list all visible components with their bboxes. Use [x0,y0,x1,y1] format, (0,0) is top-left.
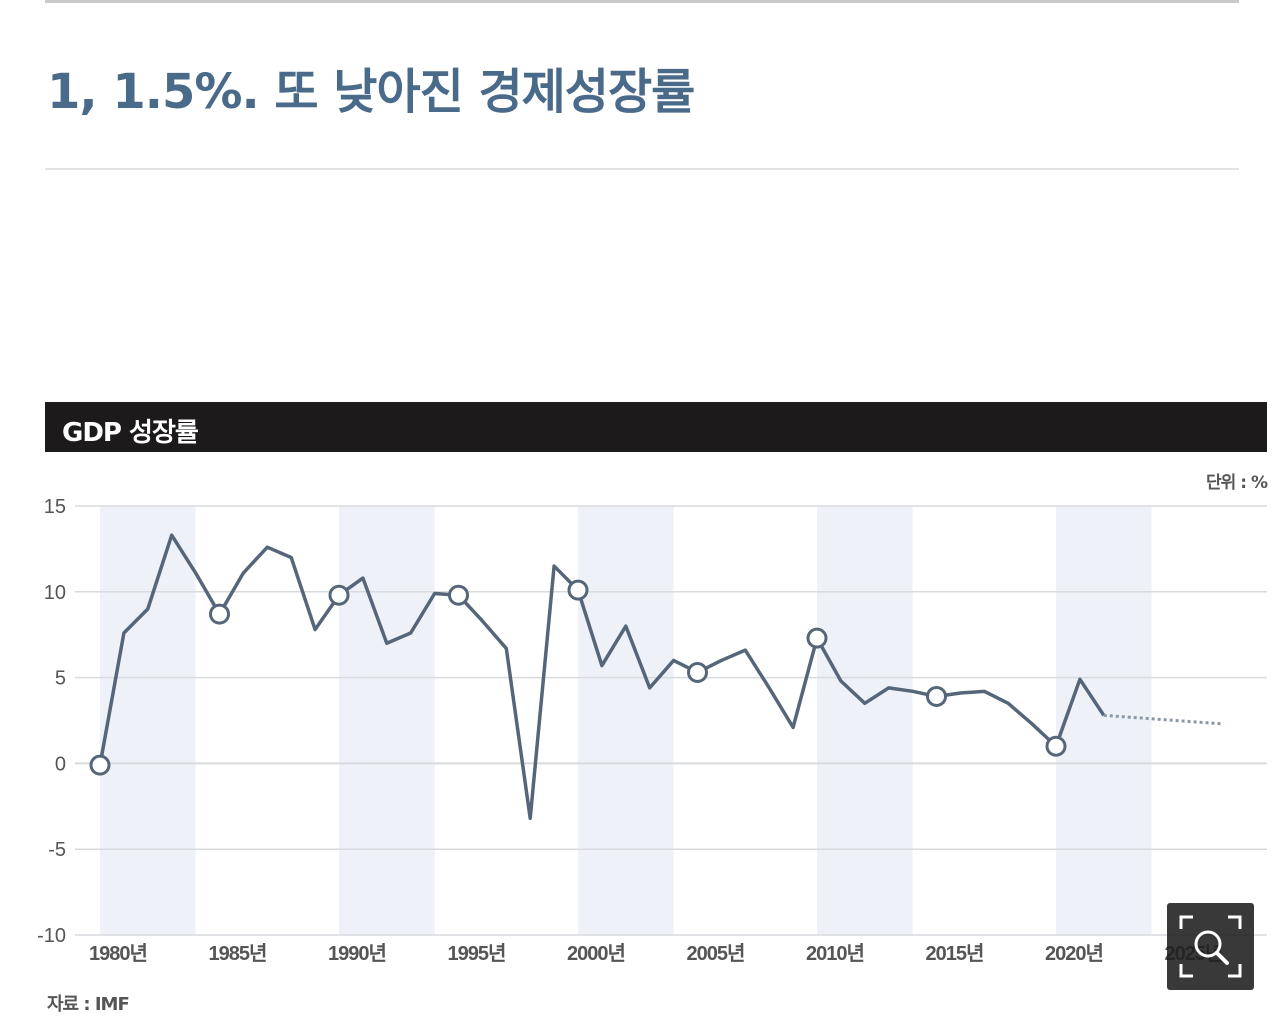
x-tick-label: 2015년 [926,942,984,965]
x-tick-label: 2005년 [687,942,745,965]
data-point-marker [448,584,469,606]
x-tick-label: 2010년 [806,942,864,965]
data-point-marker [567,579,589,601]
y-tick-label: 10 [44,582,66,604]
y-tick-label: 15 [44,496,66,518]
y-tick-label: 0 [55,753,66,775]
forecast-line [1103,713,1224,726]
data-point-marker [1045,735,1067,757]
page-title: 1, 1.5%. 또 낮아진 경제성장률 [47,64,695,120]
top-divider [45,0,1239,3]
zoom-button[interactable] [1167,903,1254,990]
x-tick-label: 1990년 [328,942,386,965]
shaded-band [339,506,435,935]
x-tick-label: 1985년 [209,942,267,965]
chart-title: GDP 성장률 [62,418,199,448]
unit-label: 단위 : % [1206,473,1268,493]
title-divider [45,168,1239,170]
y-tick-label: 5 [55,668,66,690]
shaded-band [817,506,913,935]
shaded-band [100,506,196,935]
zoom-magnify-icon [1179,915,1242,978]
x-tick-label: 1980년 [89,942,147,965]
shaded-band [1056,506,1152,935]
data-point-marker [687,661,708,683]
data-point-marker [89,754,111,776]
source-label: 자료 : IMF [47,994,130,1015]
chart-header-bar: GDP 성장률 [45,402,1267,452]
x-tick-label: 1995년 [448,942,506,965]
x-tick-label: 2020년 [1045,942,1103,965]
y-tick-label: -10 [37,925,66,947]
y-tick-label: -5 [48,839,66,861]
x-tick-label: 2000년 [567,942,625,965]
data-point-marker [209,603,230,625]
shaded-band [578,506,674,935]
data-point-marker [926,685,947,707]
data-point-marker [806,627,828,649]
data-point-marker [328,584,350,606]
